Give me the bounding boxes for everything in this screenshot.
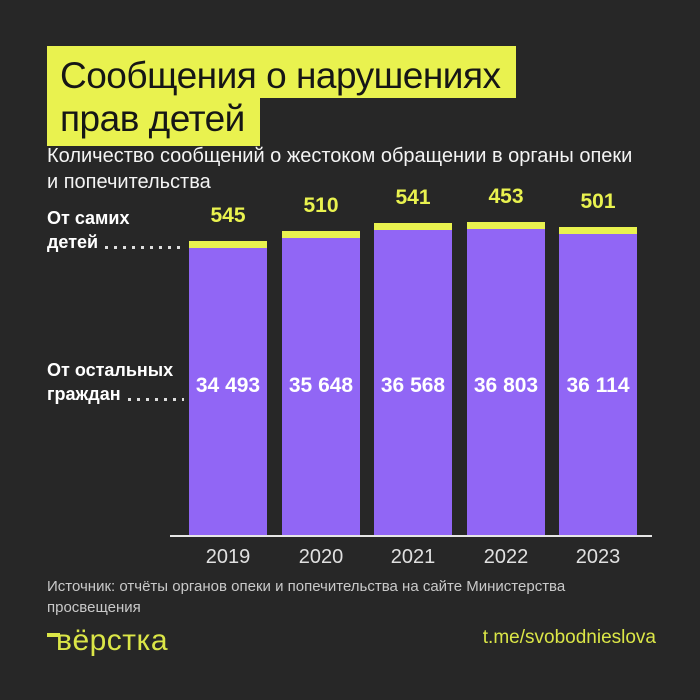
- title-line-1: Сообщения о нарушениях: [47, 46, 516, 98]
- series-label-citizens-line2: граждан: [47, 384, 121, 404]
- value-label-citizens: 36 803: [473, 374, 539, 397]
- page-title: Сообщения о нарушениях прав детей: [47, 46, 516, 146]
- axis-label-year: 2023: [575, 546, 621, 568]
- leader-dots-citizens: [127, 398, 184, 401]
- chart-subtitle: Количество сообщений о жестоком обращени…: [47, 143, 677, 195]
- bar: [559, 227, 637, 536]
- value-label-citizens: 36 114: [566, 374, 630, 397]
- subtitle-line-1: Количество сообщений о жестоком обращени…: [47, 145, 633, 167]
- bar: [282, 231, 360, 536]
- axis-label-year: 2022: [483, 546, 529, 568]
- bar-cap: [374, 223, 452, 230]
- series-label-children: От самих детей: [47, 206, 184, 254]
- x-axis-line: [170, 535, 652, 537]
- value-label-children: 545: [210, 204, 246, 227]
- title-line-2: прав детей: [47, 98, 260, 146]
- value-label-children: 453: [488, 185, 524, 208]
- value-label-citizens: 35 648: [288, 374, 354, 397]
- bar-cap: [189, 241, 267, 248]
- axis-label-year: 2020: [298, 546, 344, 568]
- verstka-logo: вёрстка: [47, 624, 168, 658]
- value-label-children: 541: [395, 186, 431, 209]
- axis-label-year: 2021: [390, 546, 436, 568]
- telegram-link[interactable]: t.me/svobodnieslova: [482, 627, 656, 648]
- bar-cap: [467, 222, 545, 229]
- title-text-2: прав детей: [60, 98, 245, 139]
- axis-label-year: 2019: [205, 546, 251, 568]
- source-note: Источник: отчёты органов опеки и попечит…: [47, 576, 667, 618]
- title-text-1: Сообщения о нарушениях: [60, 55, 501, 96]
- leader-dots-children: [105, 246, 184, 249]
- series-label-children-line1: От самих: [47, 208, 130, 228]
- series-label-citizens-line1: От остальных: [47, 360, 174, 380]
- subtitle-line-2: и попечительства: [47, 171, 211, 193]
- bar-cap: [559, 227, 637, 234]
- logo-tbar-icon: [47, 633, 60, 637]
- value-label-children: 501: [580, 190, 616, 213]
- bar: [189, 241, 267, 536]
- bar: [374, 223, 452, 536]
- bar: [467, 222, 545, 536]
- value-label-children: 510: [303, 194, 339, 217]
- value-label-citizens: 34 493: [195, 374, 261, 397]
- bar-cap: [282, 231, 360, 238]
- value-label-citizens: 36 568: [380, 374, 446, 397]
- source-line-1: Источник: отчёты органов опеки и попечит…: [47, 578, 566, 595]
- source-line-2: просвещения: [47, 599, 141, 616]
- series-label-citizens: От остальных граждан: [47, 358, 184, 406]
- series-label-children-line2: детей: [47, 232, 99, 252]
- logo-text: вёрстка: [56, 624, 169, 657]
